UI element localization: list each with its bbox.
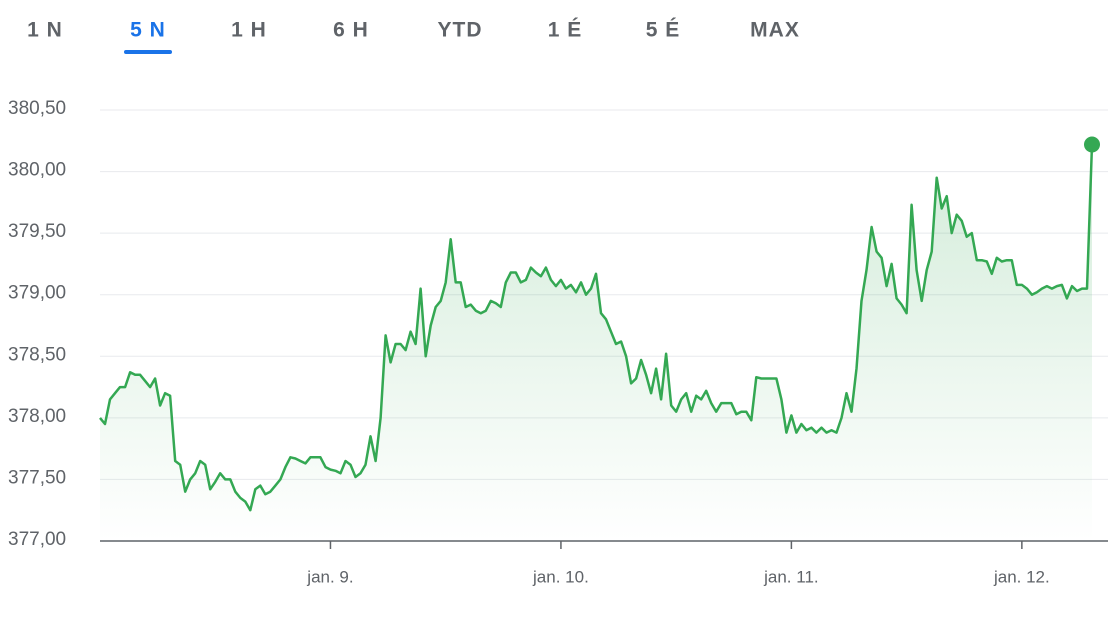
y-tick-label: 377,50 bbox=[8, 467, 66, 488]
range-tab[interactable]: 5 É bbox=[646, 19, 681, 42]
y-tick-label: 380,50 bbox=[8, 98, 66, 119]
range-tab[interactable]: 1 H bbox=[231, 19, 267, 42]
x-tick-label: jan. 9. bbox=[306, 567, 353, 586]
last-point bbox=[1084, 136, 1100, 153]
price-line bbox=[99, 144, 1094, 512]
x-tick-label: jan. 11. bbox=[763, 567, 819, 586]
y-tick-label: 378,50 bbox=[8, 344, 66, 365]
y-tick-label: 377,00 bbox=[8, 529, 66, 550]
range-tab[interactable]: 1 É bbox=[548, 19, 583, 42]
y-tick-label: 379,50 bbox=[8, 221, 66, 242]
range-tab[interactable]: 5 N bbox=[130, 19, 166, 42]
range-tab[interactable]: 6 H bbox=[333, 19, 369, 42]
area-fill bbox=[100, 144, 1092, 541]
y-tick-label: 378,00 bbox=[8, 406, 66, 427]
x-tick-label: jan. 12. bbox=[993, 567, 1050, 586]
y-tick-label: 379,00 bbox=[8, 283, 66, 304]
x-tick-label: jan. 10. bbox=[532, 567, 589, 586]
active-tab-underline bbox=[124, 50, 172, 54]
range-tab[interactable]: 1 N bbox=[27, 19, 63, 42]
range-tab[interactable]: YTD bbox=[438, 19, 483, 42]
range-tab[interactable]: MAX bbox=[750, 19, 800, 42]
y-tick-label: 380,00 bbox=[8, 160, 66, 181]
